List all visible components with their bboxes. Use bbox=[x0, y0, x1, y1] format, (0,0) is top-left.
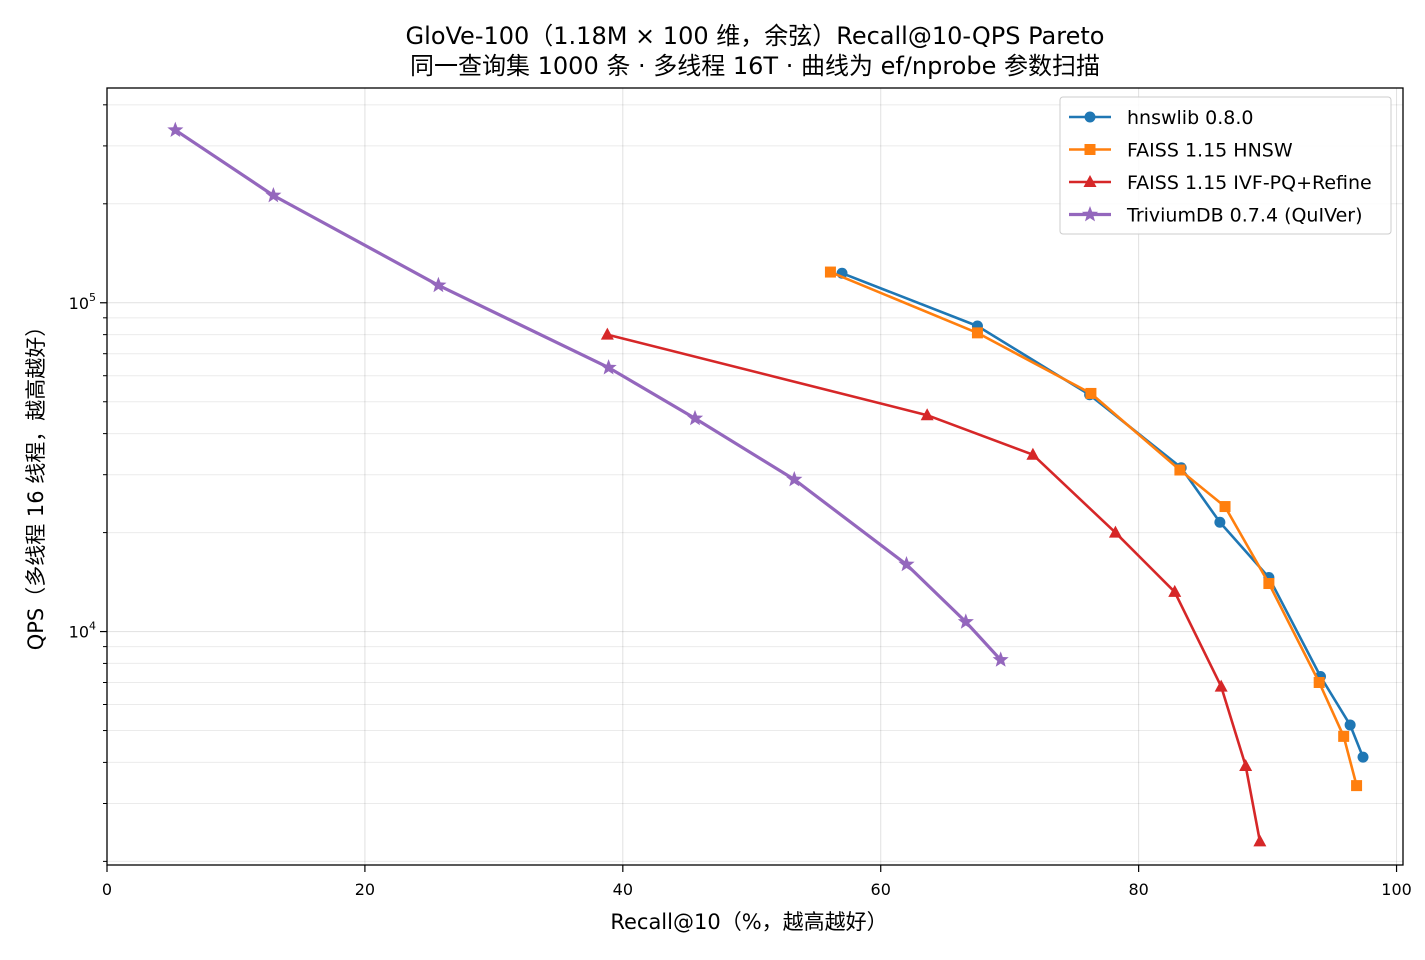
legend-label: hnswlib 0.8.0 bbox=[1127, 107, 1254, 129]
data-point bbox=[1357, 751, 1369, 763]
series-2 bbox=[600, 327, 1267, 847]
series-line bbox=[174, 128, 1002, 661]
legend-label: FAISS 1.15 IVF-PQ+Refine bbox=[1127, 172, 1372, 194]
data-point bbox=[1083, 175, 1097, 187]
data-point bbox=[167, 121, 184, 137]
data-point bbox=[600, 327, 614, 340]
series-line bbox=[841, 271, 1365, 758]
data-point bbox=[1084, 111, 1096, 123]
series-1 bbox=[824, 266, 1363, 792]
data-point bbox=[265, 187, 282, 203]
data-point bbox=[1263, 578, 1275, 590]
x-tick-label: 20 bbox=[355, 880, 375, 899]
data-point bbox=[687, 409, 704, 426]
data-point bbox=[824, 266, 836, 278]
series-line bbox=[829, 270, 1358, 786]
data-point bbox=[1214, 679, 1228, 692]
plot-frame bbox=[106, 87, 1404, 866]
data-point bbox=[1351, 780, 1363, 792]
series-layer bbox=[167, 121, 1369, 847]
data-point bbox=[1108, 525, 1122, 538]
data-point bbox=[971, 327, 983, 339]
data-point bbox=[1174, 464, 1186, 476]
data-point bbox=[1253, 834, 1267, 847]
data-point bbox=[1026, 447, 1040, 460]
data-point bbox=[898, 556, 915, 572]
series-0 bbox=[836, 267, 1369, 763]
data-point bbox=[1219, 501, 1231, 513]
legend-label: TriviumDB 0.7.4 (QuIVer) bbox=[1126, 205, 1363, 227]
y-tick-label: 105 bbox=[69, 291, 96, 313]
x-tick-label: 100 bbox=[1381, 880, 1412, 899]
x-tick-label: 60 bbox=[871, 880, 891, 899]
x-axis-label: Recall@10（%，越高越好） bbox=[610, 910, 887, 934]
legend: hnswlib 0.8.0 FAISS 1.15 HNSW FAISS 1.15 I… bbox=[1059, 96, 1392, 235]
data-point bbox=[1344, 719, 1356, 731]
data-point bbox=[600, 359, 617, 375]
chart-subtitle: 同一查询集 1000 条 · 多线程 16T · 曲线为 ef/nprobe 参… bbox=[410, 52, 1100, 80]
grid bbox=[106, 88, 1403, 865]
data-point bbox=[1168, 584, 1182, 597]
series-3 bbox=[167, 121, 1009, 667]
data-point bbox=[992, 651, 1009, 667]
x-tick-label: 0 bbox=[102, 880, 112, 899]
data-point bbox=[1338, 730, 1350, 742]
data-point bbox=[1085, 387, 1097, 399]
axis-ticks: 105 104 0 20 40 60 80 100 bbox=[69, 104, 1412, 899]
series-line bbox=[606, 333, 1262, 842]
data-point bbox=[1313, 676, 1325, 688]
x-tick-label: 80 bbox=[1128, 880, 1148, 899]
chart-title: GloVe-100（1.18M × 100 维，余弦）Recall@10-QPS… bbox=[406, 22, 1105, 50]
legend-label: FAISS 1.15 HNSW bbox=[1127, 140, 1293, 162]
data-point bbox=[1084, 144, 1096, 155]
y-axis-label: QPS（多线程 16 线程，越高越好） bbox=[24, 316, 48, 651]
data-point bbox=[786, 471, 803, 487]
x-tick-label: 40 bbox=[613, 880, 633, 899]
data-point bbox=[1081, 206, 1099, 222]
data-point bbox=[1239, 759, 1253, 772]
legend-frame bbox=[1059, 96, 1392, 235]
y-tick-label: 104 bbox=[69, 620, 96, 642]
data-point bbox=[1214, 516, 1226, 528]
data-point bbox=[430, 276, 447, 293]
data-point bbox=[920, 408, 934, 421]
data-point bbox=[957, 613, 974, 629]
